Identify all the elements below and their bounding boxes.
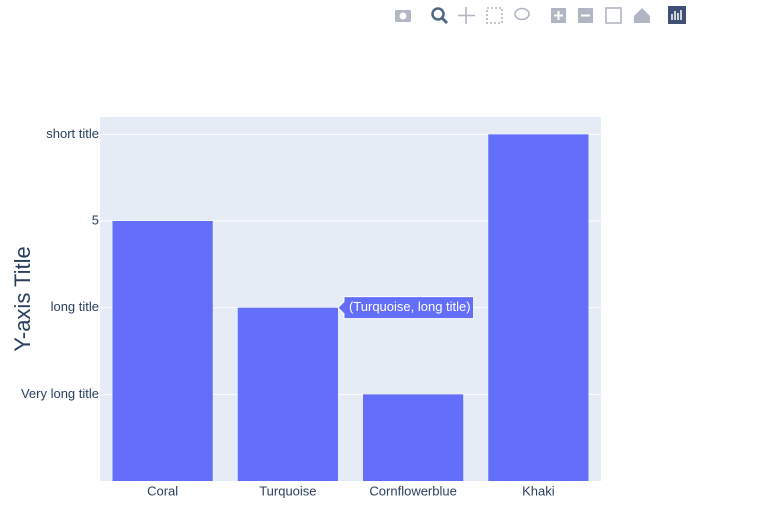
x-tick-label: Turquoise bbox=[259, 483, 316, 498]
x-tick-label: Cornflowerblue bbox=[369, 483, 456, 498]
plotly-logo[interactable] bbox=[668, 6, 686, 24]
zoom-out-button[interactable] bbox=[578, 8, 593, 23]
modebar bbox=[395, 6, 686, 25]
tooltip-text: (Turquoise, long title) bbox=[349, 299, 471, 314]
reset-button[interactable] bbox=[634, 8, 650, 23]
bar bbox=[363, 394, 464, 481]
box-select-button[interactable] bbox=[486, 7, 503, 24]
camera-button[interactable] bbox=[395, 10, 411, 22]
tooltip-box bbox=[337, 296, 475, 320]
pan-button[interactable] bbox=[458, 7, 475, 24]
lasso-button[interactable] bbox=[514, 7, 530, 21]
y-tick-label: 5 bbox=[92, 212, 99, 227]
y-tick-label: long title bbox=[51, 299, 99, 314]
bar bbox=[488, 134, 589, 482]
y-tick-label: short title bbox=[46, 126, 99, 141]
zoom-button[interactable] bbox=[431, 7, 449, 25]
x-tick-label: Khaki bbox=[522, 483, 555, 498]
bar bbox=[112, 221, 213, 481]
y-tick-label: Very long title bbox=[21, 386, 99, 401]
x-tick-label: Coral bbox=[147, 483, 178, 498]
y-axis-title: Y-axis Title bbox=[10, 246, 35, 352]
autoscale-button[interactable] bbox=[605, 7, 622, 24]
bar bbox=[237, 307, 338, 481]
zoom-in-button[interactable] bbox=[551, 8, 566, 23]
